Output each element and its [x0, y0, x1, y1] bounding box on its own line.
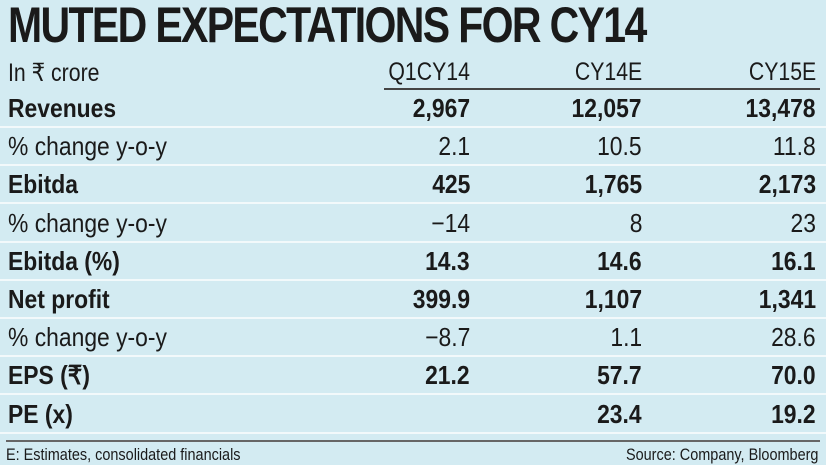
table-cell: −14 [431, 207, 470, 238]
row-label: Ebitda (%) [8, 245, 120, 276]
column-header-cy15e: CY15E [748, 58, 816, 86]
table-row: % change y-o-y 2.1 10.5 11.8 [0, 128, 826, 167]
table-cell: 23.4 [597, 398, 642, 429]
table-cell: 1.1 [610, 322, 642, 353]
table-cell: 21.2 [425, 360, 470, 391]
table-cell: 19.2 [771, 398, 816, 429]
table-cell: 23 [790, 207, 816, 238]
table-cell: 13,478 [746, 93, 816, 123]
header-rule [384, 88, 820, 90]
table-cell: 28.6 [771, 322, 816, 353]
table-cell: −8.7 [424, 322, 470, 353]
table-cell: 1,107 [584, 284, 642, 314]
table-row: Revenues 2,967 12,057 13,478 [0, 90, 826, 128]
row-label: % change y-o-y [8, 207, 167, 238]
table-cell: 14.6 [597, 245, 642, 276]
table-cell: 8 [629, 207, 642, 238]
footer-rule [6, 440, 820, 442]
table-cell: 1,341 [758, 284, 816, 314]
table-row: EPS (₹) 21.2 57.7 70.0 [0, 357, 826, 396]
row-label: Net profit [8, 284, 110, 314]
column-header-cy14e: CY14E [574, 58, 642, 86]
table-cell: 1,765 [584, 169, 642, 200]
row-label: Revenues [8, 93, 117, 123]
table-cell: 10.5 [597, 131, 642, 162]
table-cell: 57.7 [597, 360, 642, 391]
source-note: Source: Company, Bloomberg [625, 445, 818, 464]
table-cell: 2,173 [758, 169, 816, 200]
table-row: % change y-o-y −8.7 1.1 28.6 [0, 319, 826, 358]
row-label: EPS (₹) [8, 360, 90, 391]
unit-label: In ₹ crore [8, 59, 100, 87]
table-header: In ₹ crore Q1CY14 CY14E CY15E [0, 56, 826, 88]
row-label: % change y-o-y [8, 131, 167, 162]
row-label: Ebitda [8, 169, 78, 200]
table-row: Ebitda 425 1,765 2,173 [0, 166, 826, 205]
table-cell: 2,967 [412, 93, 470, 123]
table-cell: 12,057 [572, 93, 642, 123]
table-cell: 425 [431, 169, 470, 200]
table-cell: 399.9 [412, 284, 470, 314]
column-header-q1cy14: Q1CY14 [388, 58, 470, 86]
row-label: PE (x) [8, 398, 73, 429]
table-row: Net profit 399.9 1,107 1,341 [0, 281, 826, 319]
table-title: MUTED EXPECTATIONS FOR CY14 [8, 0, 647, 53]
table-cell: 14.3 [425, 245, 470, 276]
table-cell: 11.8 [773, 131, 816, 162]
table-row: Ebitda (%) 14.3 14.6 16.1 [0, 243, 826, 281]
footnote: E: Estimates, consolidated financials [6, 445, 241, 464]
table-row: % change y-o-y −14 8 23 [0, 205, 826, 243]
table-cell: 2.1 [438, 131, 470, 162]
row-label: % change y-o-y [8, 322, 167, 353]
table-cell: 70.0 [771, 360, 816, 391]
table-cell: 16.1 [771, 245, 816, 276]
table-row: PE (x) 23.4 19.2 [0, 396, 826, 434]
